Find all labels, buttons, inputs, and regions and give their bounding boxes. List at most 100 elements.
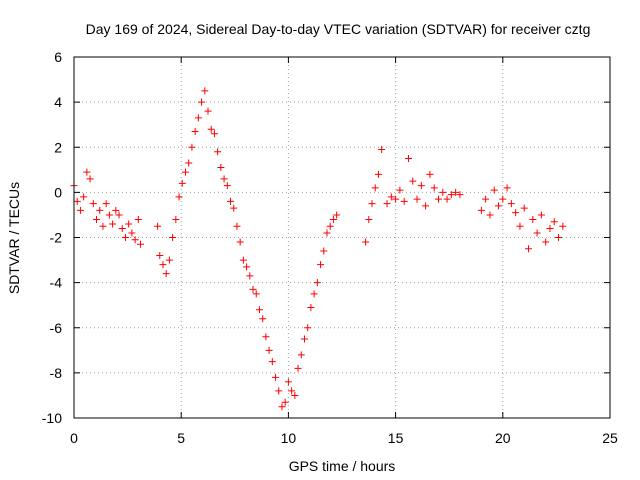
data-point xyxy=(275,387,283,395)
data-point xyxy=(507,200,515,208)
data-point xyxy=(281,398,289,406)
data-point xyxy=(105,211,113,219)
data-point xyxy=(89,200,97,208)
y-tick-label: -8 xyxy=(50,365,63,381)
data-point xyxy=(210,130,218,138)
data-point xyxy=(516,222,524,230)
data-point xyxy=(520,204,528,212)
data-point xyxy=(529,215,537,223)
data-point xyxy=(413,195,421,203)
data-point xyxy=(134,215,142,223)
y-tick-label: -4 xyxy=(50,275,63,291)
data-point xyxy=(125,220,133,228)
data-point xyxy=(404,155,412,163)
data-point xyxy=(121,234,129,241)
data-point xyxy=(368,200,376,208)
data-point xyxy=(422,202,430,210)
data-point xyxy=(456,191,464,199)
data-point xyxy=(378,146,386,154)
data-point xyxy=(227,197,235,205)
data-point xyxy=(371,184,379,192)
data-point xyxy=(434,195,442,203)
y-tick-label: 0 xyxy=(54,184,62,200)
data-point xyxy=(156,252,164,260)
data-point xyxy=(178,179,186,187)
data-point xyxy=(96,206,104,214)
data-point xyxy=(329,215,337,223)
data-point xyxy=(207,125,215,133)
data-point xyxy=(181,168,189,176)
data-point xyxy=(477,206,485,214)
y-tick-label: -2 xyxy=(50,230,63,246)
data-point xyxy=(291,391,299,399)
data-point xyxy=(320,247,328,255)
data-point xyxy=(525,245,533,253)
data-point xyxy=(409,177,417,185)
data-point xyxy=(220,175,228,183)
x-tick-label: 25 xyxy=(602,430,618,446)
data-point xyxy=(191,127,199,135)
data-point xyxy=(550,218,558,226)
data-point xyxy=(268,358,276,366)
data-point xyxy=(362,238,370,246)
data-point xyxy=(159,261,167,269)
data-point xyxy=(201,87,209,95)
data-points xyxy=(70,87,567,411)
data-point xyxy=(542,238,550,246)
data-point xyxy=(80,193,88,201)
data-point xyxy=(223,182,231,190)
y-tick-label: 6 xyxy=(54,49,62,65)
data-point xyxy=(439,188,447,196)
data-point xyxy=(333,211,341,219)
data-point xyxy=(93,215,101,223)
data-point xyxy=(537,211,545,219)
data-point xyxy=(136,240,144,248)
data-point xyxy=(313,279,321,287)
data-point xyxy=(102,200,110,208)
data-point xyxy=(417,182,425,190)
data-point xyxy=(300,335,308,343)
data-point xyxy=(233,222,241,230)
data-point xyxy=(304,324,312,332)
data-point xyxy=(169,234,177,241)
x-tick-label: 5 xyxy=(177,430,185,446)
x-tick-label: 15 xyxy=(388,430,404,446)
data-point xyxy=(400,197,408,205)
data-point xyxy=(559,222,567,230)
data-point xyxy=(115,211,123,219)
data-point xyxy=(533,229,541,237)
x-axis-label: GPS time / hours xyxy=(289,458,396,474)
data-point xyxy=(482,195,490,203)
data-point xyxy=(272,373,280,381)
x-tick-label: 20 xyxy=(495,430,511,446)
data-point xyxy=(112,206,120,214)
data-point xyxy=(165,256,173,264)
data-point xyxy=(99,222,107,230)
data-point xyxy=(76,206,84,214)
data-point xyxy=(426,170,434,178)
data-point xyxy=(387,193,395,201)
data-point xyxy=(278,403,286,411)
data-point xyxy=(326,222,334,230)
data-point xyxy=(131,236,139,244)
data-point xyxy=(198,98,206,106)
data-point xyxy=(512,209,520,217)
data-point xyxy=(175,193,183,201)
data-point xyxy=(452,188,460,196)
data-point xyxy=(430,184,438,192)
data-point xyxy=(323,229,331,237)
data-point xyxy=(128,229,136,237)
data-point xyxy=(86,175,94,183)
data-point xyxy=(194,114,202,122)
data-point xyxy=(392,195,400,203)
data-point xyxy=(555,234,563,241)
data-point xyxy=(185,159,193,167)
x-tick-label: 10 xyxy=(281,430,297,446)
data-point xyxy=(249,285,257,293)
data-point xyxy=(243,263,251,271)
data-point xyxy=(162,270,170,278)
data-point xyxy=(490,186,498,194)
y-tick-label: 2 xyxy=(54,139,62,155)
y-tick-label: -6 xyxy=(50,320,63,336)
data-point xyxy=(217,164,225,172)
